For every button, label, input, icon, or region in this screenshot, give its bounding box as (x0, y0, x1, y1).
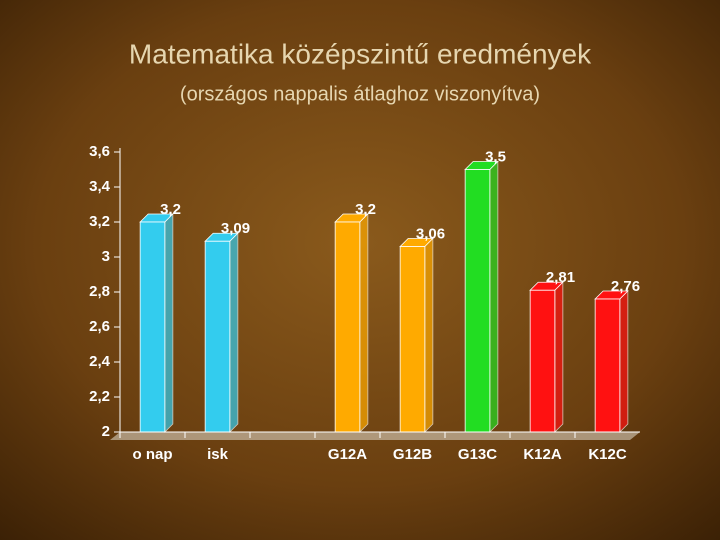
x-tick-label: o nap (133, 446, 173, 463)
bar (334, 221, 361, 433)
x-tick-label: G13C (458, 446, 497, 463)
bar-side (424, 237, 434, 433)
y-tick-label: 3,4 (89, 178, 111, 195)
value-label: 3,06 (416, 225, 445, 242)
bar-side (554, 281, 564, 433)
x-tick-label: isk (207, 446, 229, 463)
bar-side (489, 160, 499, 433)
value-label: 3,2 (355, 201, 376, 218)
value-label: 3,2 (160, 201, 181, 218)
x-tick-label: K12A (523, 446, 562, 463)
chart-title: Matematika középszintű eredmények (129, 38, 592, 69)
value-label: 3,09 (221, 220, 250, 237)
y-tick-label: 2,8 (89, 283, 110, 300)
bar (204, 240, 231, 433)
value-label: 3,5 (485, 148, 506, 165)
x-tick-label: G12B (393, 446, 432, 463)
bar-side (229, 232, 239, 433)
bar (139, 221, 166, 433)
bar-side (359, 213, 369, 433)
value-label: 2,81 (546, 269, 575, 286)
bar-side (619, 290, 629, 433)
y-tick-label: 3,6 (89, 143, 110, 160)
bar (594, 298, 621, 433)
y-tick-label: 3 (102, 248, 110, 265)
bar-side (164, 213, 174, 433)
y-tick-label: 2,2 (89, 388, 110, 405)
y-tick-label: 2,4 (89, 353, 111, 370)
y-tick-label: 2 (102, 423, 110, 440)
bar (529, 289, 556, 433)
floor (110, 432, 640, 440)
y-tick-label: 3,2 (89, 213, 110, 230)
value-label: 2,76 (611, 278, 640, 295)
x-tick-label: K12C (588, 446, 627, 463)
bar (464, 169, 491, 433)
y-tick-label: 2,6 (89, 318, 110, 335)
x-tick-label: G12A (328, 446, 367, 463)
chart-subtitle: (országos nappalis átlaghoz viszonyítva) (180, 83, 540, 105)
bar (399, 246, 426, 433)
